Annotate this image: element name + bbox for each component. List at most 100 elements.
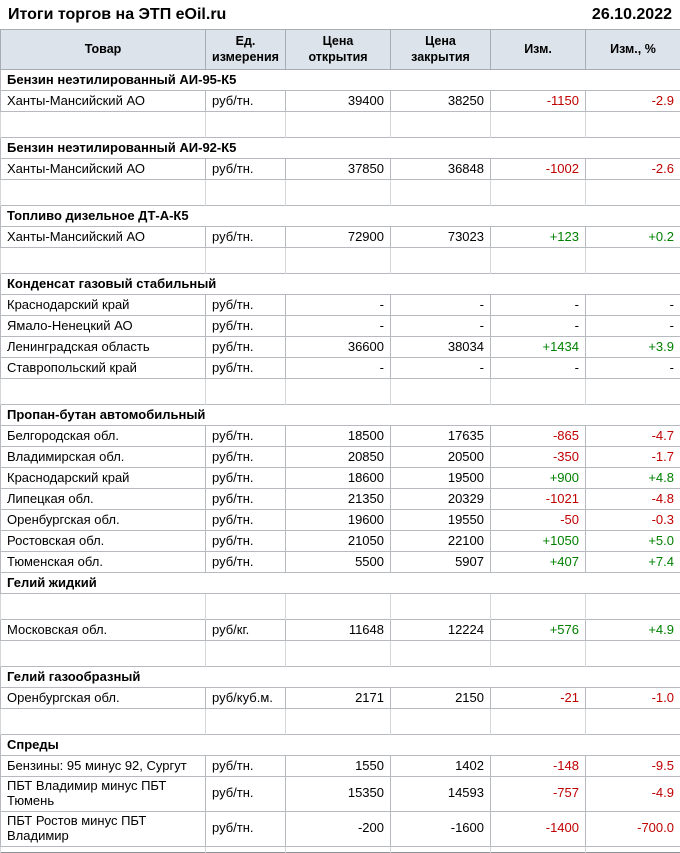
section-title: Бензин неэтилированный АИ-95-К5 — [1, 70, 680, 91]
col-header-change-pct: Изм., % — [586, 30, 680, 70]
cell-change: +407 — [491, 552, 586, 573]
section-header-row: Спреды — [1, 735, 680, 756]
cell-open: 72900 — [286, 227, 391, 248]
spacer-row — [1, 709, 680, 735]
section-header-row: Гелий жидкий — [1, 573, 680, 594]
cell-change_pct: -4.7 — [586, 426, 680, 447]
cell-close: 38250 — [391, 91, 491, 112]
cell-product: Ставропольский край — [1, 358, 206, 379]
cell-unit: руб/тн. — [206, 552, 286, 573]
cell-change_pct: -2.9 — [586, 91, 680, 112]
cell-open: - — [286, 316, 391, 337]
cell-change: -1400 — [491, 811, 586, 846]
cell-product: Ямало-Ненецкий АО — [1, 316, 206, 337]
report-date: 26.10.2022 — [592, 6, 672, 24]
cell-change_pct: -1.0 — [586, 688, 680, 709]
cell-open: 18600 — [286, 468, 391, 489]
section-title: Бензин неэтилированный АИ-92-К5 — [1, 138, 680, 159]
spacer-cell — [586, 248, 680, 274]
spacer-cell — [206, 641, 286, 667]
cell-close: 73023 — [391, 227, 491, 248]
col-header-change: Изм. — [491, 30, 586, 70]
cell-change_pct: -4.9 — [586, 777, 680, 812]
cell-product: Ленинградская область — [1, 337, 206, 358]
cell-change_pct: -700.0 — [586, 811, 680, 846]
cell-unit: руб/тн. — [206, 159, 286, 180]
cell-product: Бензины: 95 минус 92, Сургут — [1, 756, 206, 777]
cell-unit: руб/куб.м. — [206, 688, 286, 709]
cell-product: Московская обл. — [1, 620, 206, 641]
cell-change: -1002 — [491, 159, 586, 180]
report-header: Итоги торгов на ЭТП eOil.ru 26.10.2022 — [0, 0, 680, 29]
cell-change: - — [491, 295, 586, 316]
spacer-cell — [391, 709, 491, 735]
cell-close: 5907 — [391, 552, 491, 573]
spacer-cell — [586, 379, 680, 405]
cell-change: +900 — [491, 468, 586, 489]
spacer-cell — [1, 180, 206, 206]
spacer-cell — [391, 112, 491, 138]
cell-change: -50 — [491, 510, 586, 531]
cell-change: - — [491, 358, 586, 379]
spacer-cell — [391, 846, 491, 852]
cell-open: 5500 — [286, 552, 391, 573]
spacer-cell — [391, 248, 491, 274]
spacer-cell — [206, 379, 286, 405]
cell-change: +576 — [491, 620, 586, 641]
cell-close: 36848 — [391, 159, 491, 180]
spacer-cell — [586, 112, 680, 138]
cell-change_pct: - — [586, 316, 680, 337]
cell-change: - — [491, 316, 586, 337]
cell-open: 11648 — [286, 620, 391, 641]
cell-change_pct: +4.8 — [586, 468, 680, 489]
cell-close: 1402 — [391, 756, 491, 777]
cell-product: Владимирская обл. — [1, 447, 206, 468]
cell-close: 20329 — [391, 489, 491, 510]
cell-close: 12224 — [391, 620, 491, 641]
section-title: Спреды — [1, 735, 680, 756]
cell-change_pct: - — [586, 358, 680, 379]
cell-change_pct: -0.3 — [586, 510, 680, 531]
section-title: Гелий газообразный — [1, 667, 680, 688]
cell-unit: руб/тн. — [206, 489, 286, 510]
spacer-cell — [586, 641, 680, 667]
cell-open: 39400 — [286, 91, 391, 112]
spacer-cell — [491, 709, 586, 735]
spacer-cell — [586, 709, 680, 735]
section-title: Топливо дизельное ДТ-А-К5 — [1, 206, 680, 227]
cell-product: Краснодарский край — [1, 468, 206, 489]
spacer-cell — [491, 379, 586, 405]
spacer-cell — [286, 180, 391, 206]
spacer-cell — [206, 248, 286, 274]
cell-change_pct: -1.7 — [586, 447, 680, 468]
cell-open: 21350 — [286, 489, 391, 510]
section-header-row: Топливо дизельное ДТ-А-К5 — [1, 206, 680, 227]
spacer-cell — [1, 379, 206, 405]
spacer-row — [1, 594, 680, 620]
cell-open: - — [286, 295, 391, 316]
cell-open: 36600 — [286, 337, 391, 358]
cell-unit: руб/тн. — [206, 531, 286, 552]
cell-open: 37850 — [286, 159, 391, 180]
spacer-cell — [1, 248, 206, 274]
cell-open: 18500 — [286, 426, 391, 447]
cell-unit: руб/тн. — [206, 510, 286, 531]
cell-change_pct: +7.4 — [586, 552, 680, 573]
cell-open: 1550 — [286, 756, 391, 777]
spacer-cell — [391, 379, 491, 405]
spacer-cell — [491, 846, 586, 852]
cell-change: -148 — [491, 756, 586, 777]
spacer-cell — [206, 846, 286, 852]
spacer-cell — [491, 594, 586, 620]
spacer-row — [1, 846, 680, 852]
cell-change: +1434 — [491, 337, 586, 358]
